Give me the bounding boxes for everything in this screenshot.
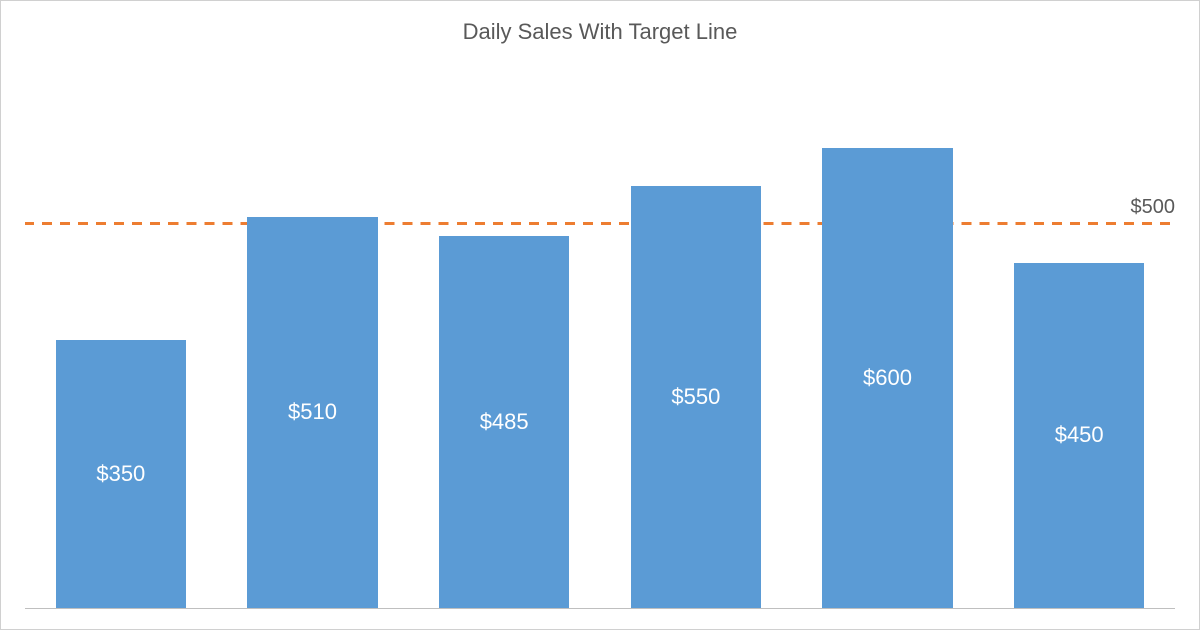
plot-area: $500 $350 $510 $485 $550 xyxy=(25,71,1175,609)
bar-slot: $510 xyxy=(217,71,409,608)
bar-2: $510 xyxy=(247,217,377,608)
bars-group: $350 $510 $485 $550 $600 xyxy=(25,71,1175,608)
bar-label: $485 xyxy=(480,409,529,435)
bar-slot: $350 xyxy=(25,71,217,608)
bar-6: $450 xyxy=(1014,263,1144,608)
x-axis-baseline xyxy=(25,608,1175,609)
bar-label: $450 xyxy=(1055,422,1104,448)
bar-label: $350 xyxy=(96,461,145,487)
bar-1: $350 xyxy=(56,340,186,609)
chart-title: Daily Sales With Target Line xyxy=(1,1,1199,45)
bar-slot: $550 xyxy=(600,71,792,608)
bar-5: $600 xyxy=(822,148,952,608)
bar-label: $510 xyxy=(288,399,337,425)
bar-3: $485 xyxy=(439,236,569,608)
sales-chart: Daily Sales With Target Line $500 $350 $… xyxy=(0,0,1200,630)
bar-slot: $450 xyxy=(983,71,1175,608)
bar-label: $550 xyxy=(671,384,720,410)
bar-slot: $485 xyxy=(408,71,600,608)
bar-4: $550 xyxy=(631,186,761,608)
bar-label: $600 xyxy=(863,365,912,391)
bar-slot: $600 xyxy=(792,71,984,608)
